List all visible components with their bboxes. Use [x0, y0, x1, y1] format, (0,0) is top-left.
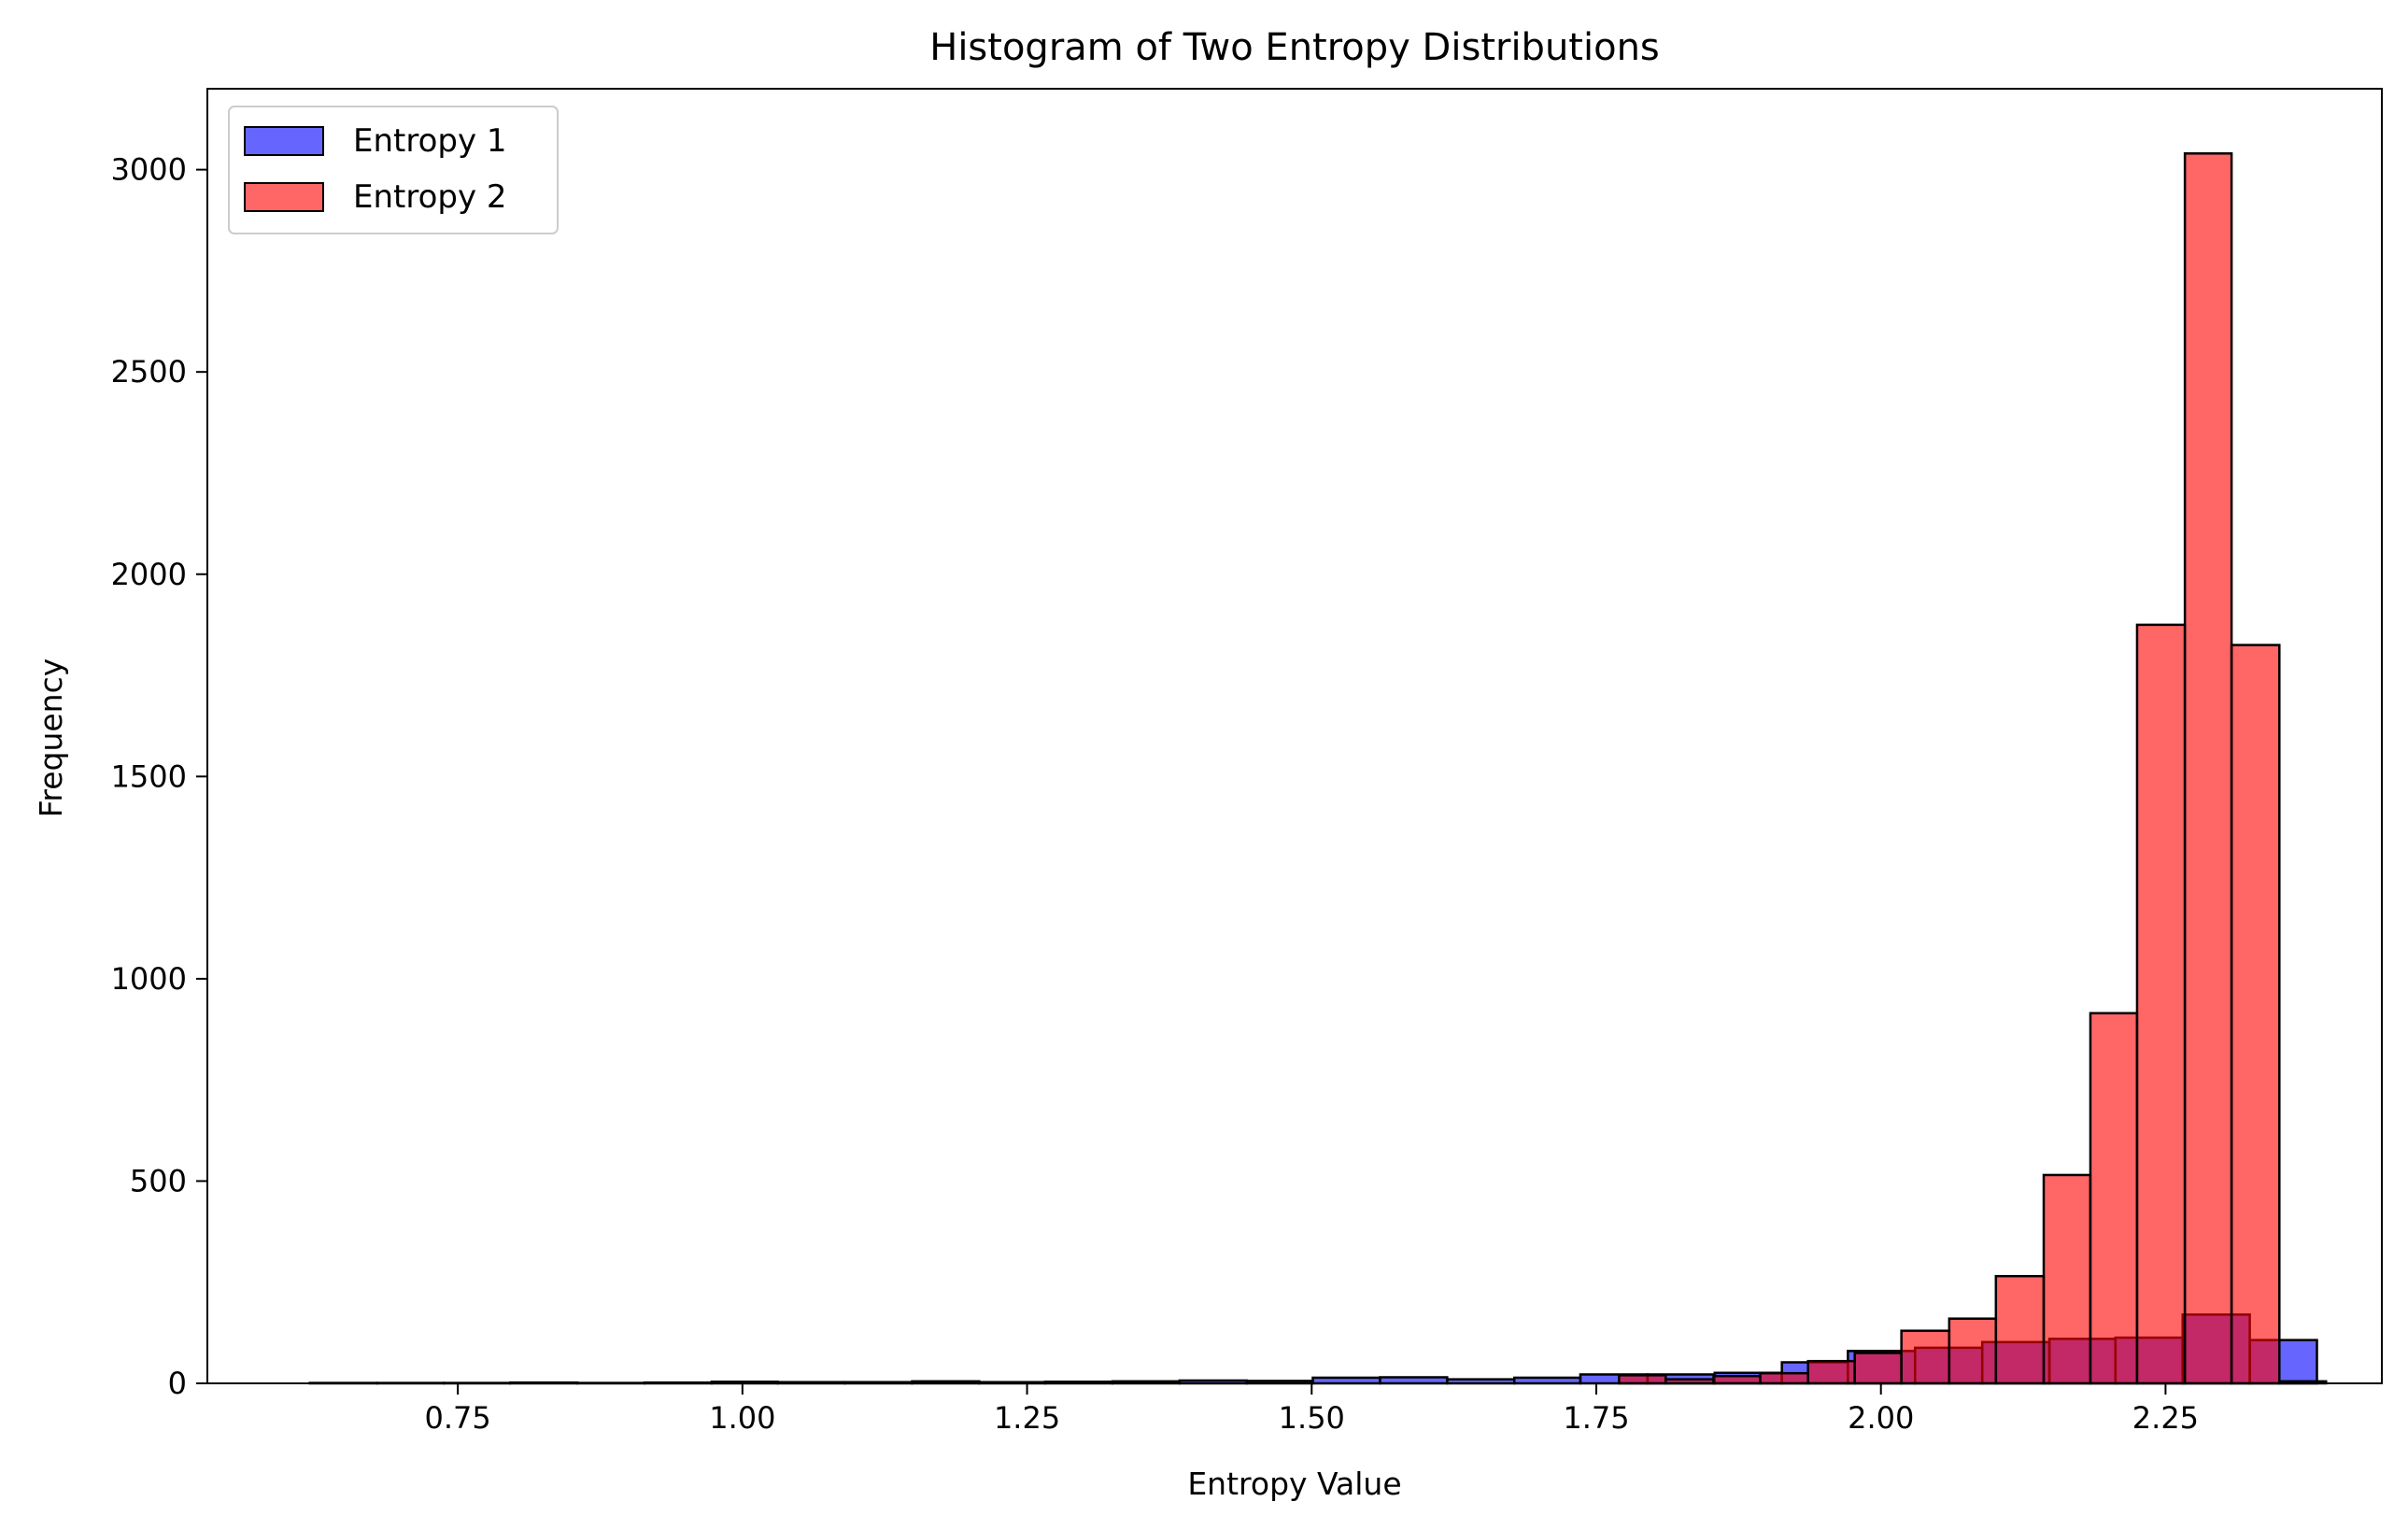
- y-tick-label-2: 1000: [111, 961, 187, 997]
- x-tick-label-5: 2.00: [1848, 1400, 1914, 1436]
- bar-entropy-2-bin-4: [1806, 1359, 1856, 1385]
- legend-swatch-entropy-2: [244, 182, 324, 212]
- y-axis-label: Frequency: [33, 659, 69, 817]
- y-tick-label-5: 2500: [111, 354, 187, 390]
- x-axis-label: Entropy Value: [1187, 1466, 1401, 1502]
- bar-entropy-2-bin-11: [2135, 623, 2187, 1385]
- y-tick-label-1: 500: [130, 1163, 187, 1198]
- bar-entropy-2-bin-8: [1994, 1274, 2046, 1385]
- x-tick-label-2: 1.25: [994, 1400, 1060, 1436]
- legend: Entropy 1 Entropy 2: [228, 106, 559, 234]
- bar-entropy-2-bin-12: [2183, 152, 2233, 1385]
- x-tick-label-1: 1.00: [709, 1400, 775, 1436]
- bar-entropy-2-bin-10: [2089, 1012, 2139, 1385]
- y-tick-label-3: 1500: [111, 758, 187, 794]
- legend-label-entropy-2: Entropy 2: [353, 178, 507, 216]
- x-tick-label-3: 1.50: [1279, 1400, 1345, 1436]
- entropy-2-bars: [1618, 152, 2328, 1385]
- bar-entropy-2-bin-5: [1853, 1352, 1903, 1385]
- y-axis-ticks: 0 500 1000 1500 2000 2500 3000: [111, 152, 207, 1401]
- y-tick-label-0: 0: [168, 1366, 187, 1401]
- bar-entropy-2-bin-6: [1900, 1329, 1951, 1385]
- y-tick-label-4: 2000: [111, 557, 187, 592]
- x-tick-label-0: 0.75: [425, 1400, 491, 1436]
- bar-entropy-2-bin-9: [2042, 1173, 2092, 1385]
- plot-frame: [206, 88, 2383, 1384]
- x-tick-label-6: 2.25: [2132, 1400, 2199, 1436]
- bar-entropy-2-bin-7: [1948, 1317, 1998, 1385]
- legend-swatch-entropy-1: [244, 126, 324, 156]
- bar-entropy-2-bin-13: [2230, 644, 2281, 1385]
- chart-title: Histogram of Two Entropy Distributions: [929, 26, 1660, 69]
- x-axis-ticks: 0.75 1.00 1.25 1.50 1.75 2.00 2.25: [425, 1383, 2199, 1436]
- x-tick-label-4: 1.75: [1563, 1400, 1629, 1436]
- bar-entropy-2-bin-2: [1712, 1374, 1762, 1385]
- bar-entropy-2-bin-3: [1759, 1371, 1809, 1385]
- bar-entropy-2-bin-0: [1618, 1374, 1667, 1385]
- y-tick-label-6: 3000: [111, 152, 187, 188]
- legend-label-entropy-1: Entropy 1: [353, 122, 507, 160]
